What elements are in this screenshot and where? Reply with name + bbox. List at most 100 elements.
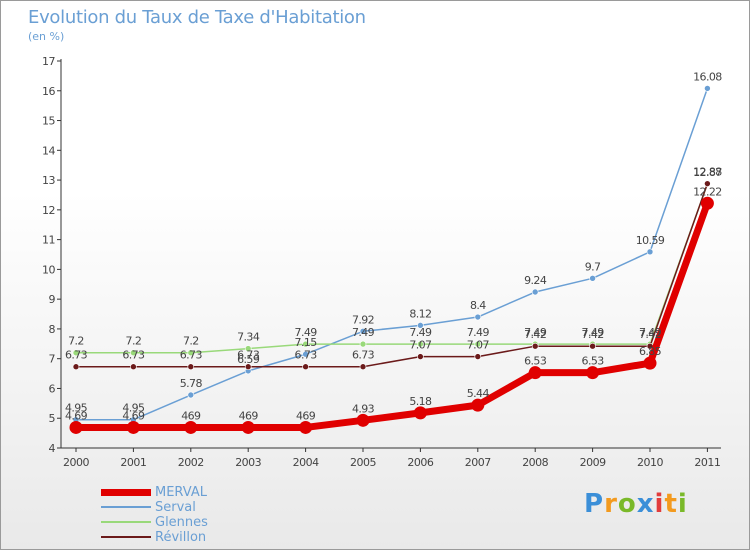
data-label-serval: 16.08 <box>693 70 722 83</box>
legend-swatch <box>101 488 151 496</box>
data-label-merval: 469 <box>239 409 259 422</box>
data-label-serval: 5.78 <box>180 377 203 390</box>
data-label-glennes: 7.49 <box>409 326 432 339</box>
data-point-serval <box>704 85 711 92</box>
data-point-serval <box>646 248 654 256</box>
x-tick-label: 2009 <box>580 456 606 469</box>
logo-letter: x <box>636 489 655 519</box>
data-label-glennes: 7.2 <box>183 335 199 348</box>
data-label-glennes: 7.49 <box>639 326 662 339</box>
data-point-glennes <box>130 349 137 357</box>
data-label-r-villon: 6.73 <box>295 349 318 362</box>
x-tick-label: 2002 <box>178 456 204 469</box>
data-point-serval <box>474 313 482 321</box>
series-line-r-villon <box>76 183 709 368</box>
data-label-r-villon: 6.73 <box>122 349 145 362</box>
data-label-r-villon: 7.42 <box>582 328 604 341</box>
data-label-serval: 4.95 <box>65 402 88 415</box>
data-label-r-villon: 7.07 <box>467 339 490 352</box>
data-label-serval: 4.95 <box>122 402 145 415</box>
data-point-serval <box>589 275 596 282</box>
x-tick-label: 2001 <box>120 456 146 469</box>
chart-legend: MERVAL Serval Glennes Révillon <box>101 485 301 545</box>
data-point-r-villon <box>187 363 195 371</box>
data-label-merval: 6.53 <box>582 355 605 368</box>
data-label-glennes: 7.2 <box>126 335 142 348</box>
x-tick-label: 2003 <box>235 456 261 469</box>
y-tick-label: 8 <box>49 323 56 336</box>
x-tick-label: 2008 <box>522 456 548 469</box>
data-point-r-villon <box>417 353 424 360</box>
data-point-r-villon <box>72 363 80 371</box>
series-line-glennes <box>76 183 709 354</box>
data-label-r-villon: 6.73 <box>237 349 260 362</box>
data-label-merval: 5.18 <box>409 395 432 408</box>
series-line-merval <box>76 202 711 431</box>
data-point-r-villon <box>130 363 137 371</box>
data-point-r-villon <box>244 363 252 371</box>
data-label-serval: 6.59 <box>237 353 260 366</box>
data-label-serval: 7.15 <box>295 336 318 349</box>
data-point-merval <box>69 420 83 434</box>
data-point-serval <box>531 288 539 296</box>
y-tick-label: 10 <box>42 263 55 276</box>
data-point-merval <box>471 398 485 412</box>
data-point-serval <box>417 322 424 329</box>
data-label-merval: 5.44 <box>467 387 490 400</box>
data-point-merval <box>700 196 714 210</box>
legend-item: MERVAL <box>101 485 301 500</box>
data-point-merval <box>586 366 600 380</box>
data-label-merval: 6.53 <box>524 355 547 368</box>
data-point-merval <box>241 420 255 434</box>
y-tick-label: 16 <box>42 85 55 98</box>
x-tick-label: 2004 <box>293 456 319 469</box>
data-label-glennes: 7.2 <box>68 335 84 348</box>
data-label-merval: 469 <box>296 409 316 422</box>
data-label-glennes: 7.49 <box>524 326 547 339</box>
legend-label: MERVAL <box>155 485 207 500</box>
legend-label: Révillon <box>155 530 207 545</box>
legend-swatch <box>101 506 151 508</box>
data-point-glennes <box>302 340 309 348</box>
x-tick-label: 2005 <box>350 456 376 469</box>
data-label-serval: 8.12 <box>409 307 431 320</box>
data-label-r-villon: 12.88 <box>693 166 722 179</box>
data-point-glennes <box>417 340 424 348</box>
y-tick-label: 17 <box>42 55 55 68</box>
data-label-serval: 9.7 <box>585 260 601 273</box>
data-point-merval <box>299 420 313 434</box>
legend-item: Serval <box>101 500 301 515</box>
data-point-glennes <box>72 349 80 357</box>
data-label-merval: 469 <box>181 409 201 422</box>
legend-item: Révillon <box>101 530 301 545</box>
data-label-glennes: 7.49 <box>467 326 490 339</box>
logo-letter: P <box>584 489 605 519</box>
legend-item: Glennes <box>101 515 301 530</box>
data-label-r-villon: 6.73 <box>180 349 203 362</box>
logo-letter: r <box>604 489 618 519</box>
data-point-merval <box>413 406 427 420</box>
data-label-r-villon: 7.07 <box>409 339 432 352</box>
y-tick-label: 14 <box>42 144 55 157</box>
y-tick-label: 9 <box>49 293 56 306</box>
series-line-serval <box>76 88 709 421</box>
data-label-glennes: 7.49 <box>295 326 318 339</box>
legend-label: Glennes <box>155 515 208 530</box>
y-tick-label: 7 <box>49 353 56 366</box>
data-point-r-villon <box>474 353 482 360</box>
legend-swatch <box>101 536 151 538</box>
data-point-glennes <box>359 340 367 348</box>
data-point-serval <box>187 391 195 399</box>
data-label-serval: 7.92 <box>352 313 374 326</box>
x-tick-label: 2007 <box>465 456 491 469</box>
data-label-glennes: 7.49 <box>352 326 375 339</box>
data-label-glennes: 7.34 <box>237 331 260 344</box>
chart-title: Evolution du Taux de Taxe d'Habitation <box>28 7 366 28</box>
data-point-glennes <box>187 349 195 357</box>
data-point-glennes <box>474 340 482 348</box>
y-tick-label: 13 <box>42 174 55 187</box>
data-point-merval <box>356 413 370 427</box>
data-label-merval: 4.93 <box>352 402 375 415</box>
data-label-r-villon: 7.42 <box>639 328 661 341</box>
